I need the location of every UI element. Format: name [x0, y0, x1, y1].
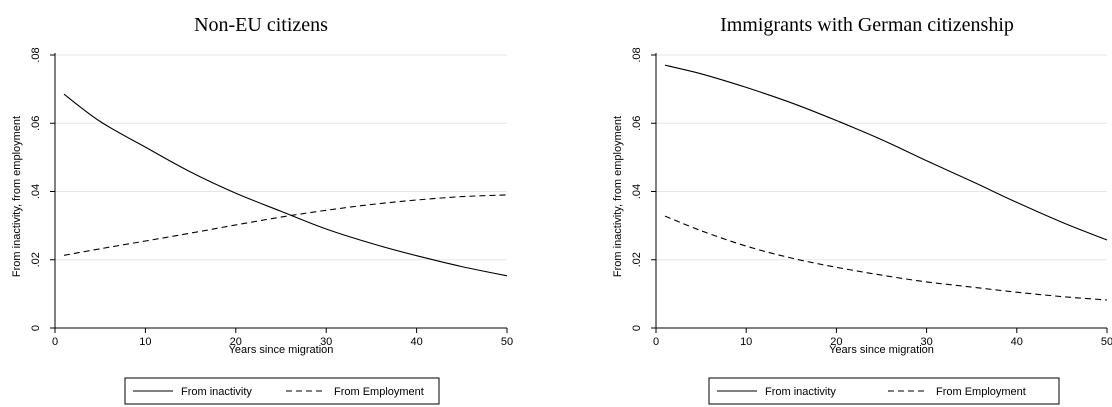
y-tick-label: .06 [631, 116, 643, 131]
y-tick-label: 0 [631, 325, 643, 331]
x-axis-label: Years since migration [229, 344, 334, 356]
y-tick-label: 0 [30, 325, 42, 331]
series-line-from-inactivity [664, 64, 1108, 241]
y-tick-label: .02 [631, 252, 643, 267]
y-tick-label: .02 [30, 252, 42, 267]
x-tick-label: 30 [920, 336, 932, 348]
series-line-from-employment [63, 194, 508, 256]
x-tick-label: 0 [52, 336, 58, 348]
legend-label: From Employment [334, 386, 424, 398]
chart-title: Non-EU citizens [194, 14, 328, 36]
y-tick-label: .04 [631, 184, 643, 199]
x-tick-label: 50 [1101, 336, 1112, 348]
x-tick-label: 20 [230, 336, 242, 348]
x-tick-label: 10 [740, 336, 752, 348]
x-tick-label: 40 [1011, 336, 1023, 348]
series-line-from-employment [664, 215, 1108, 301]
y-axis-label: From inactivity, from employment [11, 116, 23, 277]
x-tick-label: 10 [139, 336, 151, 348]
legend-label: From Employment [936, 386, 1026, 398]
x-tick-label: 50 [501, 336, 513, 348]
y-tick-label: .08 [631, 47, 643, 62]
x-tick-label: 40 [410, 336, 422, 348]
x-tick-label: 20 [830, 336, 842, 348]
chart-title: Immigrants with German citizenship [720, 14, 1014, 36]
legend-label: From inactivity [765, 386, 836, 398]
y-tick-label: .06 [30, 116, 42, 131]
chart-panel-1: Non-EU citizens 0 .02 .04 .06 .08 0 10 20 30 40 50 Y… [11, 14, 513, 405]
x-tick-label: 30 [320, 336, 332, 348]
legend-label: From inactivity [181, 386, 252, 398]
y-axis-label: From inactivity, from employment [612, 116, 624, 277]
legend-box [124, 377, 440, 405]
y-tick-label: .08 [30, 47, 42, 62]
x-axis-label: Years since migration [829, 344, 934, 356]
y-tick-label: .04 [30, 184, 42, 199]
legend: From inactivity From Employment [708, 377, 1060, 405]
chart-panel-2: Immigrants with German citizenship 0 .02 .0… [612, 14, 1112, 405]
legend-box [708, 377, 1060, 405]
legend: From inactivity From Employment [124, 377, 440, 405]
x-tick-label: 0 [653, 336, 659, 348]
series-line-from-inactivity [63, 93, 508, 277]
